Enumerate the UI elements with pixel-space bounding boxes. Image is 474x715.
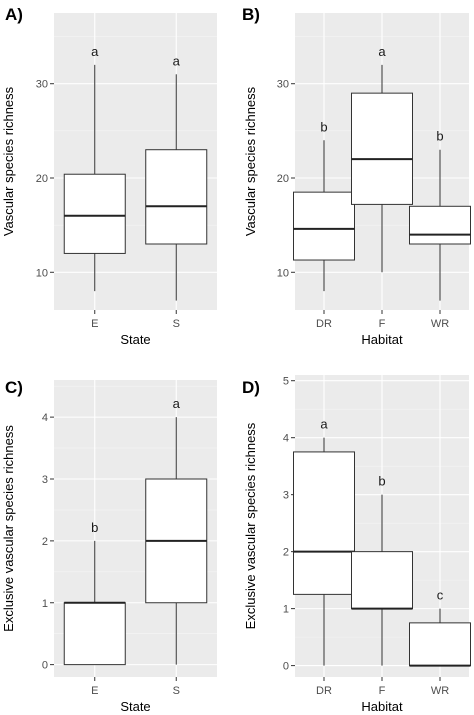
panel-label: D) [242, 378, 260, 397]
y-tick-label: 3 [283, 490, 289, 502]
box-DR: a [293, 417, 355, 666]
box-S: a [145, 396, 208, 665]
y-tick-label: 2 [283, 547, 289, 559]
y-tick-label: 30 [277, 79, 289, 91]
significance-letter: b [378, 474, 385, 489]
y-tick-label: 4 [42, 412, 48, 424]
box-WR: b [409, 129, 471, 301]
significance-letter: b [320, 119, 327, 134]
y-tick-label: 1 [283, 604, 289, 616]
y-tick-label: 10 [36, 267, 48, 279]
interquartile-box [293, 191, 355, 261]
x-tick-label: F [379, 685, 386, 697]
x-tick-label: DR [316, 685, 332, 697]
interquartile-box [63, 173, 126, 254]
box-WR: c [409, 588, 471, 667]
y-tick-label: 0 [42, 660, 48, 672]
panel-3: 0 1 2 3 4 E Sb a State Exclusive vascular species… [1, 378, 217, 714]
y-tick-label: 10 [277, 267, 289, 279]
significance-letter: a [173, 53, 181, 68]
box-F: a [351, 44, 413, 273]
box-S: a [145, 53, 208, 301]
significance-letter: a [378, 44, 386, 59]
y-axis-title: Vascular species richness [243, 86, 258, 236]
box-DR: b [293, 119, 355, 292]
significance-letter: b [91, 520, 98, 535]
interquartile-box [409, 622, 471, 667]
panel-label: A) [5, 5, 23, 24]
x-tick-label: S [173, 685, 180, 697]
interquartile-box [409, 205, 471, 245]
significance-letter: c [437, 588, 444, 603]
significance-letter: a [91, 44, 99, 59]
x-tick-label: S [173, 318, 180, 330]
box-E: b [63, 520, 126, 666]
interquartile-box [63, 602, 126, 666]
y-axis-title: Exclusive vascular species richness [243, 422, 258, 629]
y-tick-label: 4 [283, 433, 289, 445]
panel-2: 10 20 30 DR F WR b a b Habitat Vascular species ri… [242, 5, 471, 347]
y-tick-label: 30 [36, 79, 48, 91]
panel-label: B) [242, 5, 260, 24]
significance-letter: a [173, 396, 181, 411]
x-axis-title: State [120, 699, 150, 714]
y-tick-label: 0 [283, 661, 289, 673]
box-F: b [351, 474, 413, 666]
x-tick-label: WR [431, 685, 449, 697]
box-E: a [63, 44, 126, 292]
y-tick-label: 20 [36, 173, 48, 185]
x-tick-label: DR [316, 318, 332, 330]
y-axis-title: Exclusive vascular species richness [1, 425, 16, 632]
panel-4: 0 1 2 3 4 5 DR F WR a b c Habitat Exclusive vascular … [242, 375, 471, 714]
y-tick-label: 5 [283, 376, 289, 388]
panel-label: C) [5, 378, 23, 397]
y-tick-label: 3 [42, 474, 48, 486]
y-tick-label: 2 [42, 536, 48, 548]
interquartile-box [293, 451, 355, 595]
x-tick-label: E [91, 318, 98, 330]
y-axis-title: Vascular species richness [1, 86, 16, 236]
x-axis-title: Habitat [361, 699, 403, 714]
x-tick-label: WR [431, 318, 449, 330]
x-axis-title: Habitat [361, 332, 403, 347]
x-axis-title: State [120, 332, 150, 347]
x-tick-label: F [379, 318, 386, 330]
y-tick-label: 20 [277, 173, 289, 185]
x-tick-label: E [91, 685, 98, 697]
interquartile-box [351, 551, 413, 610]
panel-1: 10 20 30 E Sa a State Vascular species richness… [1, 5, 217, 347]
significance-letter: a [320, 417, 328, 432]
y-tick-label: 1 [42, 598, 48, 610]
significance-letter: b [436, 129, 443, 144]
interquartile-box [145, 149, 208, 245]
interquartile-box [351, 92, 413, 205]
